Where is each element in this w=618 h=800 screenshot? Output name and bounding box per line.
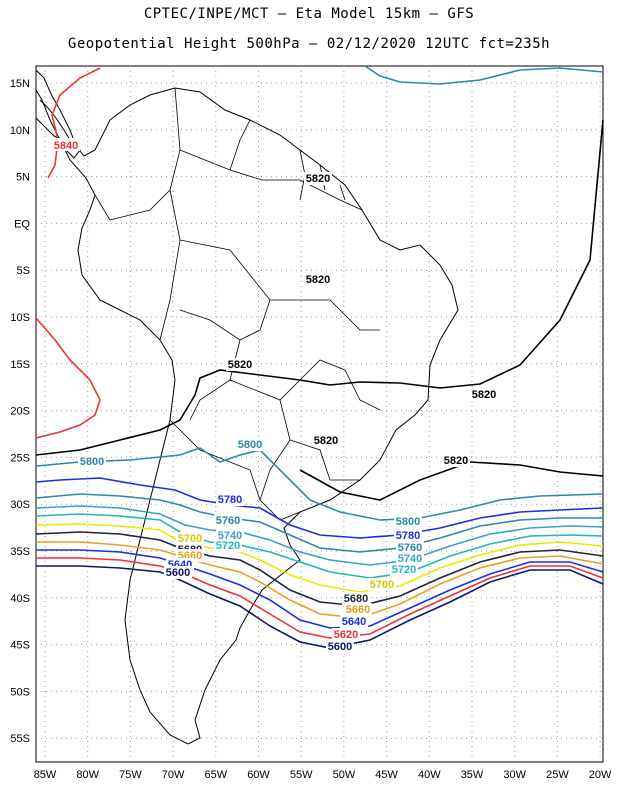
longitude-tick-label: 80W xyxy=(76,769,99,781)
latitude-tick-label: 45S xyxy=(10,640,30,652)
contour-label: 5720 xyxy=(216,540,240,552)
contour-label: 5600 xyxy=(166,567,190,579)
contour-label: 5820 xyxy=(306,274,330,286)
longitude-tick-label: 20W xyxy=(589,769,612,781)
contour-label: 5840 xyxy=(54,140,78,152)
contour-label: 5800 xyxy=(238,439,262,451)
contour-label: 5780 xyxy=(396,530,420,542)
longitude-tick-label: 35W xyxy=(461,769,484,781)
contour-lines xyxy=(35,65,604,649)
latitude-axis: 15N 10N 5N EQ 5S 10S 15S 20S 25S 30S 35S 40S 45S 50S 5… xyxy=(10,78,31,745)
latitude-tick-label: 15S xyxy=(10,359,30,371)
contour-labels: 5840 5820 5820 5820 5820 5820 5820 5800 … xyxy=(52,138,498,653)
central-america-coast xyxy=(35,99,81,159)
latitude-tick-label: 15N xyxy=(10,78,30,90)
contour-label: 5820 xyxy=(314,435,338,447)
longitude-tick-label: 55W xyxy=(290,769,313,781)
contour-label: 5740 xyxy=(398,553,422,565)
contour-5800 xyxy=(35,447,604,521)
contour-5600 xyxy=(36,565,604,649)
title-line-1: CPTEC/INPE/MCT – Eta Model 15km – GFS xyxy=(143,6,475,22)
latitude-tick-label: 30S xyxy=(10,499,30,511)
longitude-tick-label: 40W xyxy=(418,769,441,781)
latitude-tick-label: 10S xyxy=(10,312,30,324)
longitude-tick-label: 45W xyxy=(375,769,398,781)
contour-5720 xyxy=(35,513,604,579)
contour-label: 5700 xyxy=(370,579,394,591)
contour-5760 xyxy=(35,493,603,553)
contour-5700 xyxy=(35,523,604,593)
contour-label: 5760 xyxy=(398,542,422,554)
contour-5660 xyxy=(36,541,604,619)
latitude-tick-label: 10N xyxy=(10,125,30,137)
contour-5820 xyxy=(35,119,604,456)
longitude-tick-label: 60W xyxy=(247,769,270,781)
contour-label: 5820 xyxy=(306,173,330,185)
contour-5840-north xyxy=(47,67,101,179)
contour-label: 5780 xyxy=(218,494,242,506)
contour-label: 5760 xyxy=(216,515,240,527)
longitude-tick-label: 25W xyxy=(546,769,569,781)
latitude-tick-label: 5S xyxy=(17,265,30,277)
contour-label: 5620 xyxy=(334,629,358,641)
title-line-2: Geopotential Height 500hPa – 02/12/2020 … xyxy=(67,36,551,52)
latitude-tick-label: 55S xyxy=(10,733,30,745)
contour-5620 xyxy=(36,557,604,639)
longitude-tick-label: 65W xyxy=(204,769,227,781)
longitude-tick-label: 75W xyxy=(119,769,142,781)
contour-5740 xyxy=(35,505,604,566)
contour-label: 5820 xyxy=(444,455,468,467)
longitude-tick-label: 30W xyxy=(503,769,526,781)
longitude-tick-label: 85W xyxy=(34,769,57,781)
contour-label: 5600 xyxy=(328,641,352,653)
map-frame xyxy=(35,65,604,763)
contour-5840-west xyxy=(35,317,101,439)
contour-5780 xyxy=(35,477,604,539)
contour-label: 5680 xyxy=(344,593,368,605)
latitude-tick-label: 35S xyxy=(10,546,30,558)
contour-label: 5640 xyxy=(342,616,366,628)
longitude-tick-label: 70W xyxy=(162,769,185,781)
longitude-tick-label: 50W xyxy=(333,769,356,781)
contour-5640 xyxy=(36,549,604,629)
contour-5820-south xyxy=(299,461,604,501)
latitude-tick-label: 5N xyxy=(16,172,30,184)
contour-label: 5800 xyxy=(80,456,104,468)
latitude-tick-label: 40S xyxy=(10,593,30,605)
contour-label: 5660 xyxy=(346,604,370,616)
contour-label: 5720 xyxy=(392,564,416,576)
contour-label: 5820 xyxy=(472,389,496,401)
contour-label: 5820 xyxy=(228,359,252,371)
latitude-tick-label: 25S xyxy=(10,452,30,464)
longitude-axis: 85W 80W 75W 70W 65W 60W 55W 50W 45W 40W 35W 30W 25W 2… xyxy=(34,769,612,781)
south-america-coast xyxy=(35,69,459,745)
latitude-tick-label: 20S xyxy=(10,406,30,418)
latitude-tick-label: 50S xyxy=(10,686,30,698)
contour-label: 5800 xyxy=(396,516,420,528)
contour-5680 xyxy=(35,531,604,607)
contour-5820-north xyxy=(364,65,604,85)
contour-label: 5700 xyxy=(178,533,202,545)
latitude-tick-label: EQ xyxy=(14,218,30,230)
